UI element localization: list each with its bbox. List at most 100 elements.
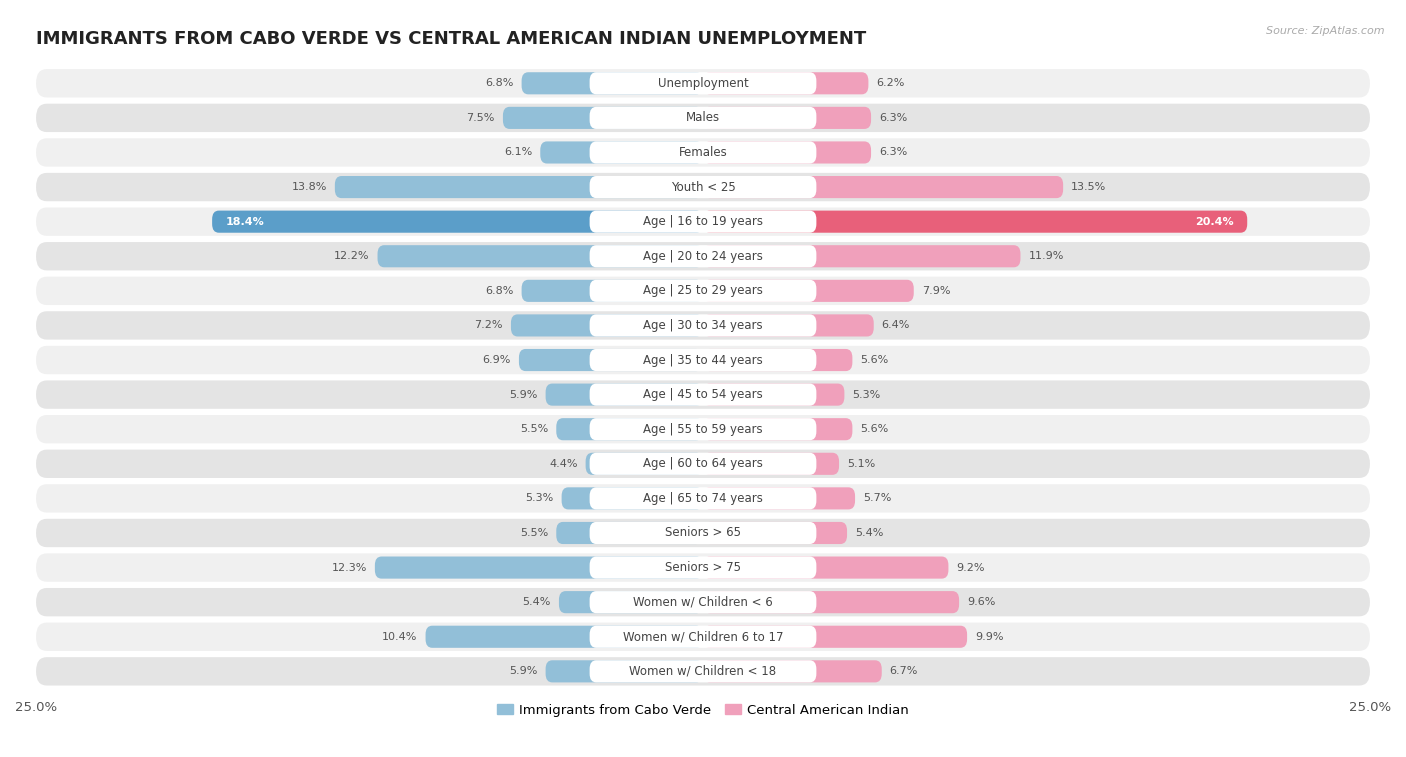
Text: 5.5%: 5.5%	[520, 528, 548, 538]
FancyBboxPatch shape	[37, 381, 1369, 409]
Text: 20.4%: 20.4%	[1195, 217, 1234, 226]
Text: 18.4%: 18.4%	[225, 217, 264, 226]
FancyBboxPatch shape	[703, 591, 959, 613]
FancyBboxPatch shape	[589, 660, 817, 682]
Text: 6.8%: 6.8%	[485, 286, 513, 296]
Text: Age | 45 to 54 years: Age | 45 to 54 years	[643, 388, 763, 401]
Text: Women w/ Children < 6: Women w/ Children < 6	[633, 596, 773, 609]
FancyBboxPatch shape	[37, 242, 1369, 270]
FancyBboxPatch shape	[378, 245, 703, 267]
FancyBboxPatch shape	[560, 591, 703, 613]
Text: 13.8%: 13.8%	[291, 182, 326, 192]
Text: Age | 65 to 74 years: Age | 65 to 74 years	[643, 492, 763, 505]
FancyBboxPatch shape	[589, 72, 817, 95]
Text: Age | 35 to 44 years: Age | 35 to 44 years	[643, 354, 763, 366]
FancyBboxPatch shape	[703, 384, 845, 406]
FancyBboxPatch shape	[546, 384, 703, 406]
Text: 5.4%: 5.4%	[523, 597, 551, 607]
Text: Age | 25 to 29 years: Age | 25 to 29 years	[643, 285, 763, 298]
Text: Age | 30 to 34 years: Age | 30 to 34 years	[643, 319, 763, 332]
Text: 5.9%: 5.9%	[509, 666, 537, 676]
Text: 12.2%: 12.2%	[335, 251, 370, 261]
Text: Source: ZipAtlas.com: Source: ZipAtlas.com	[1267, 26, 1385, 36]
FancyBboxPatch shape	[703, 72, 869, 95]
FancyBboxPatch shape	[561, 488, 703, 509]
Text: 6.7%: 6.7%	[890, 666, 918, 676]
FancyBboxPatch shape	[557, 522, 703, 544]
FancyBboxPatch shape	[589, 522, 817, 544]
Text: 6.1%: 6.1%	[503, 148, 533, 157]
FancyBboxPatch shape	[589, 488, 817, 509]
Text: Age | 55 to 59 years: Age | 55 to 59 years	[643, 422, 763, 436]
FancyBboxPatch shape	[589, 453, 817, 475]
FancyBboxPatch shape	[37, 553, 1369, 581]
FancyBboxPatch shape	[426, 626, 703, 648]
Text: 6.4%: 6.4%	[882, 320, 910, 330]
FancyBboxPatch shape	[375, 556, 703, 578]
Text: 4.4%: 4.4%	[550, 459, 578, 469]
Text: 6.3%: 6.3%	[879, 113, 907, 123]
Text: Males: Males	[686, 111, 720, 124]
FancyBboxPatch shape	[557, 418, 703, 441]
FancyBboxPatch shape	[37, 588, 1369, 616]
FancyBboxPatch shape	[589, 210, 817, 232]
FancyBboxPatch shape	[703, 488, 855, 509]
FancyBboxPatch shape	[589, 384, 817, 406]
FancyBboxPatch shape	[37, 311, 1369, 340]
FancyBboxPatch shape	[37, 622, 1369, 651]
Text: 5.3%: 5.3%	[526, 494, 554, 503]
FancyBboxPatch shape	[703, 176, 1063, 198]
FancyBboxPatch shape	[589, 626, 817, 648]
Text: 5.1%: 5.1%	[846, 459, 876, 469]
Text: 11.9%: 11.9%	[1028, 251, 1064, 261]
Text: 6.8%: 6.8%	[485, 78, 513, 89]
FancyBboxPatch shape	[703, 349, 852, 371]
FancyBboxPatch shape	[589, 556, 817, 578]
FancyBboxPatch shape	[586, 453, 703, 475]
FancyBboxPatch shape	[589, 142, 817, 164]
FancyBboxPatch shape	[703, 314, 873, 337]
Text: 6.9%: 6.9%	[482, 355, 510, 365]
FancyBboxPatch shape	[589, 107, 817, 129]
FancyBboxPatch shape	[589, 245, 817, 267]
Text: 5.3%: 5.3%	[852, 390, 880, 400]
FancyBboxPatch shape	[37, 484, 1369, 512]
FancyBboxPatch shape	[37, 207, 1369, 236]
Text: Youth < 25: Youth < 25	[671, 181, 735, 194]
FancyBboxPatch shape	[703, 107, 872, 129]
FancyBboxPatch shape	[589, 349, 817, 371]
Text: Females: Females	[679, 146, 727, 159]
Text: 6.2%: 6.2%	[876, 78, 905, 89]
Text: Age | 16 to 19 years: Age | 16 to 19 years	[643, 215, 763, 228]
Legend: Immigrants from Cabo Verde, Central American Indian: Immigrants from Cabo Verde, Central Amer…	[492, 699, 914, 722]
FancyBboxPatch shape	[589, 280, 817, 302]
FancyBboxPatch shape	[37, 139, 1369, 167]
Text: 7.5%: 7.5%	[467, 113, 495, 123]
FancyBboxPatch shape	[37, 519, 1369, 547]
FancyBboxPatch shape	[37, 346, 1369, 374]
Text: Age | 60 to 64 years: Age | 60 to 64 years	[643, 457, 763, 470]
FancyBboxPatch shape	[519, 349, 703, 371]
Text: 5.6%: 5.6%	[860, 355, 889, 365]
Text: Seniors > 65: Seniors > 65	[665, 526, 741, 540]
FancyBboxPatch shape	[589, 591, 817, 613]
FancyBboxPatch shape	[703, 418, 852, 441]
FancyBboxPatch shape	[37, 415, 1369, 444]
FancyBboxPatch shape	[703, 142, 872, 164]
Text: 10.4%: 10.4%	[382, 632, 418, 642]
Text: 5.7%: 5.7%	[863, 494, 891, 503]
FancyBboxPatch shape	[212, 210, 703, 232]
Text: 9.9%: 9.9%	[976, 632, 1004, 642]
Text: 7.2%: 7.2%	[474, 320, 503, 330]
Text: IMMIGRANTS FROM CABO VERDE VS CENTRAL AMERICAN INDIAN UNEMPLOYMENT: IMMIGRANTS FROM CABO VERDE VS CENTRAL AM…	[37, 30, 866, 48]
Text: Seniors > 75: Seniors > 75	[665, 561, 741, 574]
FancyBboxPatch shape	[37, 69, 1369, 98]
FancyBboxPatch shape	[335, 176, 703, 198]
Text: 5.5%: 5.5%	[520, 424, 548, 435]
Text: 12.3%: 12.3%	[332, 562, 367, 572]
FancyBboxPatch shape	[522, 280, 703, 302]
FancyBboxPatch shape	[37, 173, 1369, 201]
Text: Women w/ Children < 18: Women w/ Children < 18	[630, 665, 776, 678]
Text: 7.9%: 7.9%	[922, 286, 950, 296]
FancyBboxPatch shape	[589, 176, 817, 198]
